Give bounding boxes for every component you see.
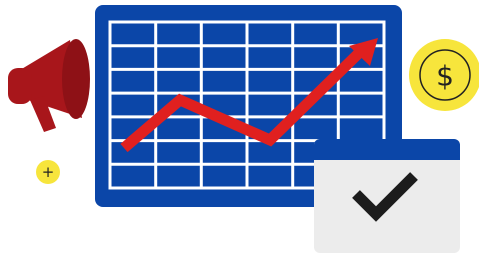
- plus-sign: +: [42, 163, 55, 181]
- illustration: $ +: [0, 0, 479, 253]
- megaphone: [8, 39, 90, 132]
- page: $ + (() => { const data = JSON.parse(doc…: [0, 0, 479, 253]
- window-bar: [314, 139, 460, 160]
- dollar-sign: $: [436, 60, 454, 93]
